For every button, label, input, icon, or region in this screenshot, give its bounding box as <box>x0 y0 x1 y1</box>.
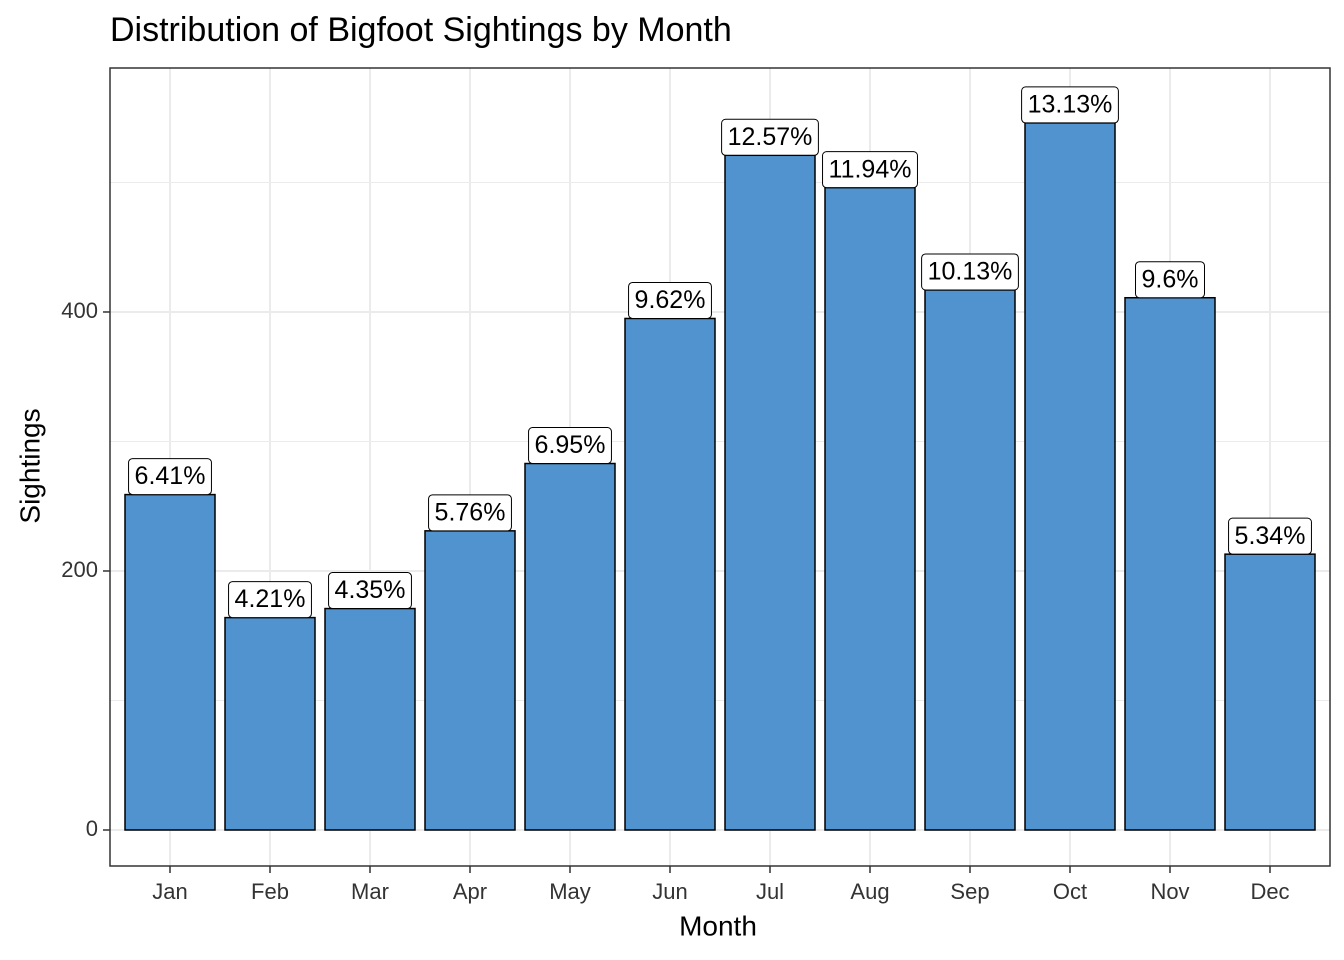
x-tick-label: Aug <box>850 879 889 904</box>
bar <box>1024 122 1116 831</box>
data-label: 5.76% <box>435 498 506 526</box>
bar <box>524 462 616 831</box>
panel-border <box>109 67 1331 867</box>
data-label-box <box>128 458 212 496</box>
x-tick-label: Mar <box>351 879 389 904</box>
data-label-box <box>1228 517 1312 555</box>
bar <box>324 607 416 831</box>
data-label-box <box>328 572 412 610</box>
bar <box>1224 553 1316 831</box>
data-label-box <box>1135 261 1205 299</box>
data-label-box <box>822 151 918 189</box>
chart-title: Distribution of Bigfoot Sightings by Mon… <box>110 11 732 49</box>
x-tick-label: Apr <box>453 879 487 904</box>
bar <box>824 186 916 831</box>
data-label-box <box>921 253 1019 291</box>
data-label: 4.35% <box>335 576 406 604</box>
x-tick-label: Nov <box>1150 879 1189 904</box>
data-label: 11.94% <box>829 155 912 183</box>
data-label: 5.34% <box>1235 522 1306 550</box>
data-label-box <box>228 581 312 619</box>
data-label: 6.41% <box>135 462 206 490</box>
bar <box>224 616 316 831</box>
data-label-box <box>528 427 612 465</box>
bar <box>924 289 1016 831</box>
y-tick-label: 200 <box>61 557 98 582</box>
data-label: 10.13% <box>928 258 1013 286</box>
data-label-box <box>1021 86 1119 124</box>
y-tick-label: 0 <box>86 816 98 841</box>
x-tick-label: Jul <box>756 879 784 904</box>
x-tick-label: Oct <box>1053 879 1087 904</box>
bar <box>124 493 216 831</box>
data-label-box <box>628 281 712 319</box>
y-axis-label: Sightings <box>14 408 45 523</box>
data-label-box <box>721 118 819 156</box>
bar <box>624 317 716 831</box>
data-label: 12.57% <box>728 123 813 151</box>
data-label: 13.13% <box>1028 91 1113 119</box>
x-tick-label: May <box>549 879 591 904</box>
y-tick-label: 400 <box>61 298 98 323</box>
data-label-box <box>428 494 512 532</box>
bar <box>424 530 516 831</box>
bar <box>1124 296 1216 831</box>
x-tick-label: Sep <box>950 879 989 904</box>
x-tick-label: Jun <box>652 879 687 904</box>
data-label: 6.95% <box>535 431 606 459</box>
x-axis-label: Month <box>679 910 757 941</box>
x-tick-label: Jan <box>152 879 187 904</box>
data-label: 9.6% <box>1142 265 1199 293</box>
bar <box>724 154 816 831</box>
x-tick-label: Dec <box>1250 879 1289 904</box>
x-tick-label: Feb <box>251 879 289 904</box>
data-label: 9.62% <box>635 286 706 314</box>
data-label: 4.21% <box>235 585 306 613</box>
